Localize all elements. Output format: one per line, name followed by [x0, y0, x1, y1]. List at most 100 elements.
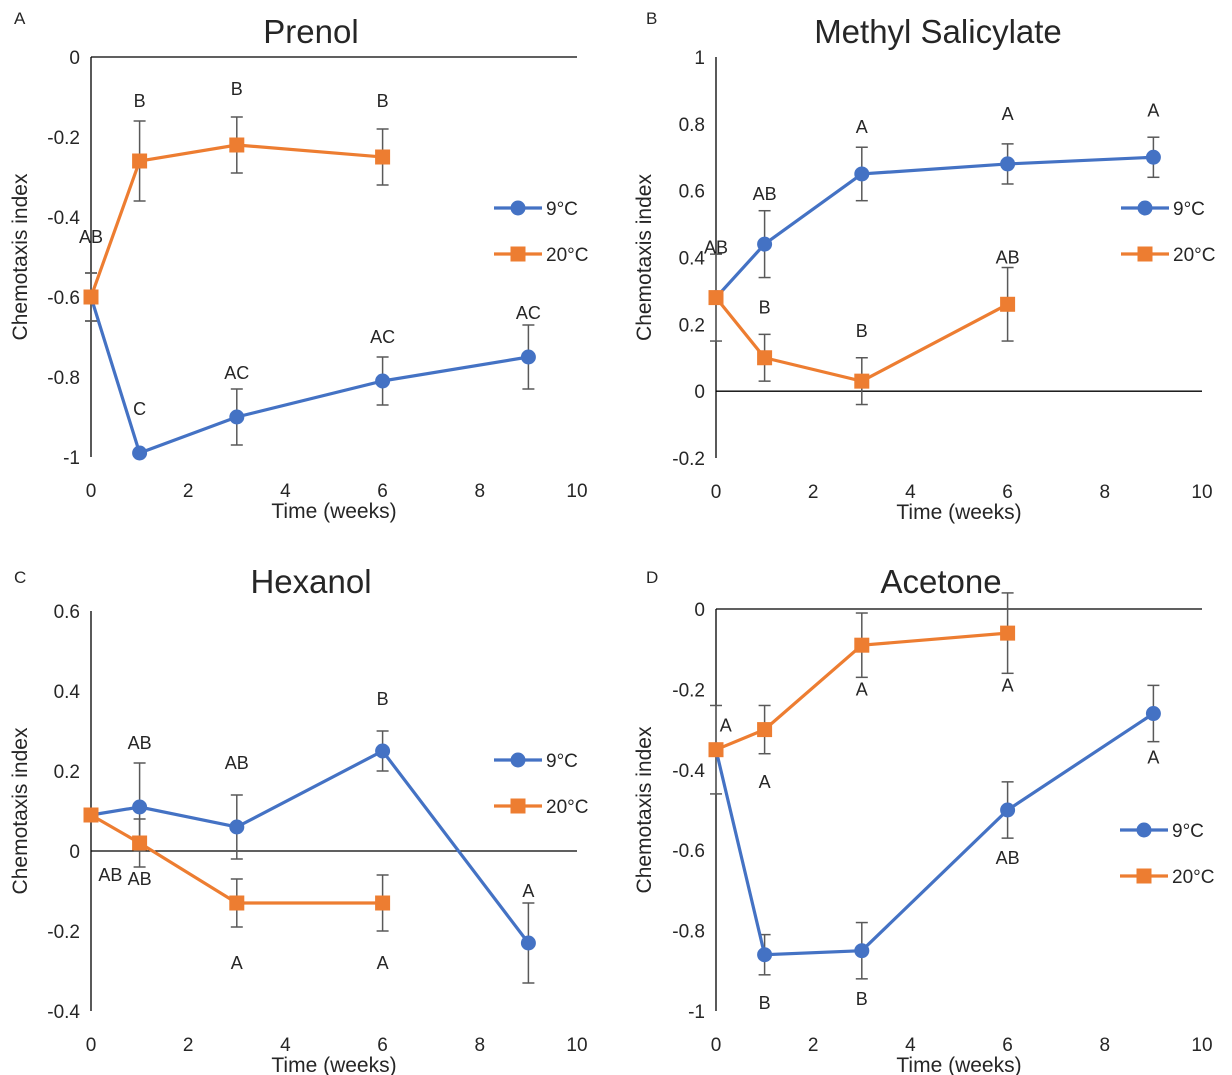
x-tick-label: 2 [808, 482, 819, 503]
series-line [90, 748, 530, 944]
series-line [715, 631, 1008, 752]
series-20c [708, 266, 1016, 406]
significance-label: AB [225, 753, 249, 773]
data-point [1000, 296, 1016, 312]
significance-label: A [856, 117, 868, 137]
x-tick-label: 8 [1100, 482, 1111, 503]
data-point [83, 807, 99, 823]
significance-label: B [134, 91, 146, 111]
significance-label: B [759, 993, 771, 1013]
significance-label: AB [128, 733, 152, 753]
legend: 9°C 20°C [1121, 199, 1215, 266]
y-tick-label: -0.2 [47, 922, 80, 943]
data-point [854, 166, 870, 182]
series-line [89, 143, 383, 298]
legend-marker [1136, 868, 1152, 884]
x-tick-label: 4 [280, 481, 291, 502]
data-point [229, 137, 245, 153]
legend-label: 9°C [1172, 821, 1204, 842]
x-tick-label: 10 [566, 1035, 587, 1056]
x-axis-title: Time (weeks) [271, 1054, 396, 1075]
x-tick-label: 8 [1100, 1035, 1111, 1056]
y-axis-title: Chemotaxis index [633, 726, 656, 893]
y-tick-label: -0.6 [672, 841, 705, 862]
y-tick-label: -0.8 [672, 922, 705, 943]
legend-label: 20°C [1173, 245, 1215, 266]
significance-label: AC [224, 363, 249, 383]
x-tick-label: 2 [183, 1035, 194, 1056]
significance-label: A [856, 679, 868, 699]
data-point [1000, 625, 1016, 641]
significance-label: A [522, 881, 534, 901]
significance-label: AB [704, 237, 728, 257]
significance-label: A [231, 953, 243, 973]
y-axis-title: Chemotaxis index [9, 173, 32, 340]
significance-label: B [856, 989, 868, 1009]
significance-label: A [1002, 104, 1014, 124]
series-line [90, 813, 383, 905]
y-tick-label: 0.2 [679, 315, 705, 336]
legend-label: 20°C [546, 245, 588, 266]
legend-label: 9°C [546, 751, 578, 772]
significance-label: AB [98, 865, 122, 885]
significance-label: C [133, 399, 146, 419]
y-tick-label: 0.8 [679, 115, 705, 136]
series-line [714, 296, 1009, 383]
legend-marker [510, 798, 526, 814]
legend-label: 20°C [1172, 867, 1214, 888]
y-tick-label: -0.4 [47, 1002, 80, 1023]
series-9c [708, 136, 1161, 342]
y-tick-label: 0 [694, 600, 705, 621]
data-point [757, 350, 773, 366]
legend-marker [510, 246, 526, 262]
data-point [229, 895, 245, 911]
data-point [132, 835, 148, 851]
significance-label: A [1002, 675, 1014, 695]
x-tick-label: 4 [905, 482, 916, 503]
x-tick-label: 10 [566, 481, 587, 502]
significance-label: AB [996, 248, 1020, 268]
data-point [375, 149, 391, 165]
data-point [708, 742, 724, 758]
x-tick-label: 2 [183, 481, 194, 502]
y-tick-label: -0.2 [47, 128, 80, 149]
significance-label: AB [996, 848, 1020, 868]
significance-label: B [759, 298, 771, 318]
panel-d: D Acetone -1 -0.8 -0.6 -0.4 -0.2 0 0 2 4 6 8 10 Time (… [633, 563, 1214, 1075]
x-tick-label: 0 [86, 481, 97, 502]
data-point [757, 236, 773, 252]
x-tick-label: 0 [711, 1035, 722, 1056]
y-tick-label: 0.4 [679, 249, 706, 270]
significance-label: AB [753, 184, 777, 204]
x-axis-title: Time (weeks) [896, 501, 1021, 524]
data-point [1000, 802, 1016, 818]
panel-b: B Methyl Salicylate-0.200.20.40.60.810 2 4 6… [633, 9, 1215, 524]
x-tick-label: 8 [475, 481, 486, 502]
series-20c [83, 116, 391, 322]
legend-label: 9°C [1173, 199, 1205, 220]
x-axis-title: Time (weeks) [896, 1054, 1021, 1075]
y-tick-label: -0.6 [47, 288, 80, 309]
chart-title: Prenol [263, 13, 358, 50]
y-tick-label: 0 [694, 382, 705, 403]
x-tick-label: 2 [808, 1035, 819, 1056]
series-line [714, 155, 1154, 299]
y-tick-label: 0.4 [54, 682, 81, 703]
legend-marker [510, 752, 526, 768]
data-point [520, 349, 536, 365]
x-tick-label: 6 [377, 481, 388, 502]
series-line [89, 296, 529, 456]
data-point [757, 947, 773, 963]
panel-c: C Hexanol -0.4 -0.2 0 0.2 0.4 0.6 0 2 4 6 8 10 Time (w… [9, 563, 588, 1075]
chart-title: Methyl Salicylate [814, 13, 1062, 50]
data-point [757, 722, 773, 738]
significance-label: B [377, 689, 389, 709]
legend-label: 20°C [546, 797, 588, 818]
y-tick-label: 1 [694, 48, 705, 69]
panel-letter: C [14, 568, 26, 587]
y-tick-label: 0.6 [54, 602, 80, 623]
data-point [375, 743, 391, 759]
data-point [83, 289, 99, 305]
y-axis-title: Chemotaxis index [9, 727, 32, 894]
x-tick-label: 6 [377, 1035, 388, 1056]
